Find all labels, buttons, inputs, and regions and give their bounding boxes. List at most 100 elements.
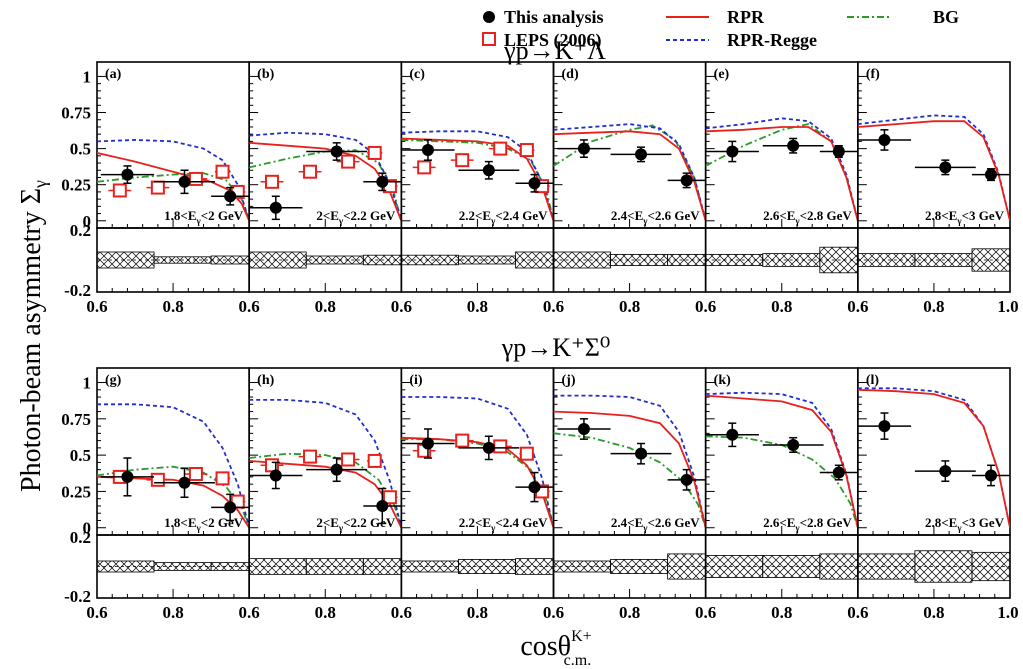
energy-label: 1.8<Eγ<2 GeV: [164, 515, 244, 533]
leps-point: [382, 490, 397, 505]
x-tick-label: 0.8: [315, 603, 336, 622]
panel-d: (d) 2.4<Eγ<2.6 GeV: [552, 61, 707, 293]
leps-point: [341, 452, 356, 467]
data-point: [178, 175, 191, 188]
data-point: [984, 469, 997, 482]
data-point: [528, 481, 541, 494]
data-point: [726, 428, 739, 441]
sys-uncertainty-box: [762, 555, 821, 578]
leps-point: [303, 449, 318, 464]
legend-entry-bg: BG: [847, 7, 959, 27]
y-tick-label: 0.75: [61, 104, 91, 123]
bg-curve: [249, 452, 402, 528]
legend-entry-this-analysis: This analysis: [483, 7, 604, 27]
legend-label: LEPS (2006): [504, 30, 602, 51]
sys-uncertainty-box: [610, 559, 669, 574]
panel-tag: (b): [257, 67, 274, 82]
data-point: [421, 144, 434, 157]
x-tick-label: 0.6: [391, 297, 412, 316]
sys-uncertainty-box: [610, 253, 669, 266]
y-tick-label: 0.25: [61, 482, 91, 501]
model-curves: [705, 391, 858, 528]
energy-label: 2.6<Eγ<2.8 GeV: [763, 515, 852, 533]
data-point: [269, 469, 282, 482]
data-point: [330, 463, 343, 476]
panel-tag: (c): [409, 67, 425, 82]
y-tick-label: 0.5: [70, 140, 91, 159]
rpr-regge-curve: [705, 391, 858, 528]
x-tick-label: 0.8: [162, 297, 183, 316]
panel-tag: (i): [409, 373, 423, 388]
legend-label: This analysis: [504, 7, 604, 27]
sys-uncertainty-box: [857, 253, 916, 267]
data-point: [121, 470, 134, 483]
rpr-regge-curve: [553, 123, 706, 222]
sys-uncertainty-box: [553, 560, 611, 573]
rpr-regge-curve: [857, 114, 1010, 222]
panel-i: (i) 2.2<Eγ<2.4 GeV: [400, 367, 555, 599]
sys-uncertainty-box: [305, 558, 364, 575]
x-tick-label: 0.6: [239, 603, 260, 622]
x-tick-label: 0.6: [847, 297, 868, 316]
sys-uncertainty-box: [210, 562, 250, 571]
panel-tag: (f): [866, 67, 880, 82]
sys-uncertainty-box: [400, 254, 459, 266]
leps-point: [519, 446, 534, 461]
rpr-regge-curve: [705, 117, 858, 222]
sys-uncertainty-box: [96, 251, 155, 269]
data-point: [224, 190, 237, 203]
panel-f: (f) 2.8<Eγ<3 GeV: [857, 61, 1011, 293]
bg-curve: [705, 123, 858, 222]
x-tick-label: 0.8: [923, 297, 944, 316]
sys-uncertainty-box: [96, 560, 155, 573]
reaction-title-sigma: γp→K⁺Σ⁰: [501, 333, 611, 362]
data-point: [330, 145, 343, 158]
rpr-curve: [705, 126, 858, 222]
sys-uncertainty-box: [362, 558, 402, 575]
energy-label: 2<Eγ<2.2 GeV: [316, 515, 396, 533]
panel-frame: [96, 61, 250, 229]
rpr-regge-curve: [249, 399, 402, 528]
model-curves: [705, 117, 858, 222]
leps-point: [215, 164, 230, 179]
legend-marker-filled-circle: [483, 11, 495, 23]
x-tick-label: 0.8: [315, 297, 336, 316]
energy-label: 1.8<Eγ<2 GeV: [164, 208, 244, 226]
rpr-regge-curve: [857, 387, 1010, 528]
data-point: [482, 441, 495, 454]
data-point: [832, 145, 845, 158]
bg-curve: [705, 435, 858, 528]
sys-uncertainty-box: [819, 246, 859, 274]
sys-uncertainty-box: [248, 558, 307, 575]
sys-uncertainty-box: [914, 550, 973, 583]
x-tick-label: 0.6: [695, 297, 716, 316]
sys-uncertainty-box: [667, 553, 707, 580]
data-point: [577, 422, 590, 435]
data-point: [787, 139, 800, 152]
data-point: [878, 420, 891, 433]
y-tick-label: 1: [83, 67, 92, 86]
leps-point: [367, 145, 382, 160]
sys-uncertainty-box: [305, 255, 364, 265]
x-tick-label: 0.8: [467, 297, 488, 316]
leps-point: [519, 143, 534, 158]
x-tick-label: 1.0: [997, 603, 1018, 622]
data-point: [878, 133, 891, 146]
energy-label: 2.2<Eγ<2.4 GeV: [459, 515, 548, 533]
leps-point: [417, 160, 432, 175]
energy-label: 2.2<Eγ<2.4 GeV: [459, 208, 548, 226]
sys-uncertainty-box: [457, 255, 516, 265]
panel-e: (e) 2.6<Eγ<2.8 GeV: [704, 61, 859, 293]
x-tick-label: 0.6: [695, 603, 716, 622]
panel-a: (a) 1.8<Eγ<2 GeV: [96, 61, 250, 293]
sys-uncertainty-box: [515, 558, 554, 575]
data-point: [726, 145, 739, 158]
energy-label: 2.8<Eγ<3 GeV: [925, 515, 1005, 533]
data-point: [178, 476, 191, 489]
panel-tag: (l): [866, 373, 880, 388]
rpr-regge-curve: [97, 138, 250, 222]
y-tick-label: 0: [83, 519, 92, 538]
leps-point: [150, 180, 165, 195]
sys-uncertainty-box: [705, 253, 764, 266]
x-tick-label: 0.8: [923, 603, 944, 622]
